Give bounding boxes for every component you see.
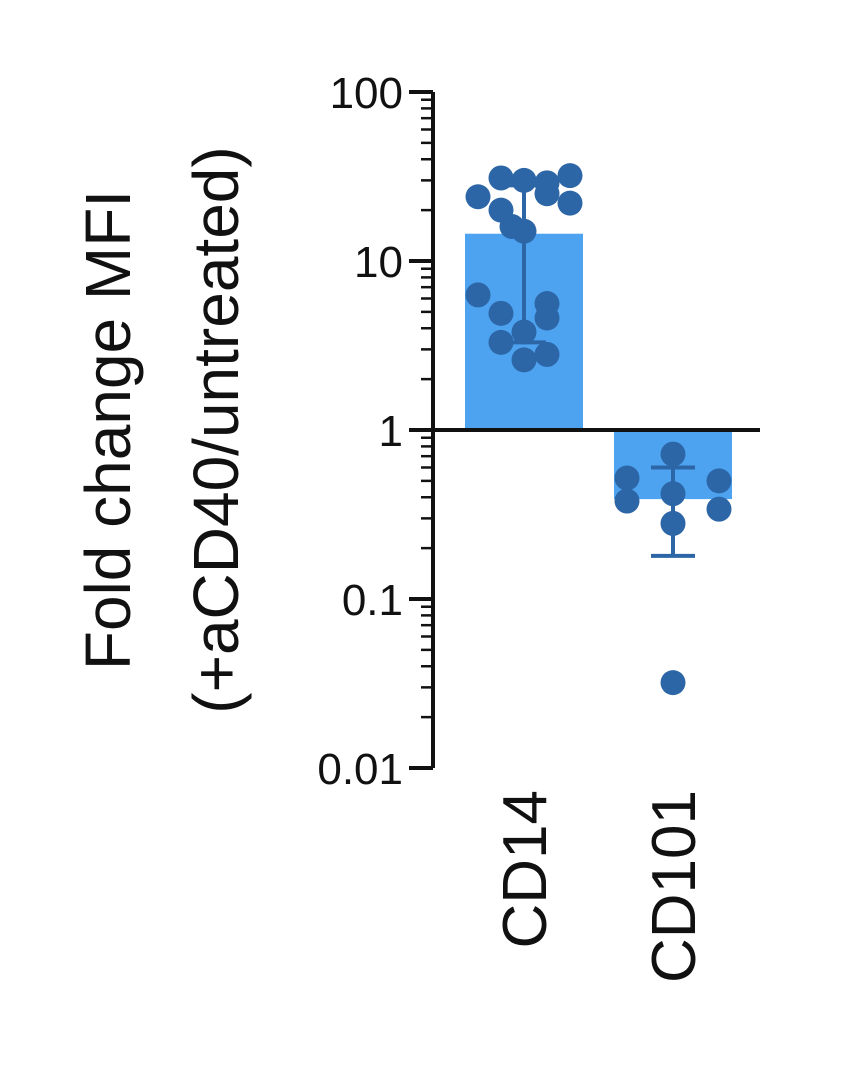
y-axis: 0.01 0.1 1 10 100: [317, 69, 435, 794]
y-axis-title-line: (+aCD40/untreated): [180, 146, 252, 713]
data-point-cd14: [557, 163, 583, 189]
x-axis-tick-labels: CD14 CD101: [491, 790, 709, 983]
data-point-cd14: [511, 218, 537, 244]
data-point-cd101: [660, 670, 686, 696]
data-point-cd101: [706, 468, 732, 494]
data-point-cd14: [488, 197, 514, 223]
bars-layer: [465, 233, 732, 500]
data-point-cd14: [534, 341, 560, 367]
points-layer: [465, 163, 732, 696]
x-tick-label-cd101: CD101: [640, 790, 709, 983]
data-point-cd101: [614, 488, 640, 514]
y-tick-label: 10: [354, 238, 403, 287]
data-point-cd101: [660, 510, 686, 536]
y-tick-label: 0.1: [342, 576, 403, 625]
data-point-cd14: [557, 190, 583, 216]
x-tick-label-cd14: CD14: [491, 790, 560, 949]
data-point-cd14: [511, 167, 537, 193]
y-axis-label: Fold change MFI (+aCD40/untreated): [72, 146, 252, 713]
data-point-cd14: [465, 184, 491, 210]
y-tick-label: 100: [330, 69, 403, 118]
data-point-cd14: [488, 329, 514, 355]
data-point-cd14: [488, 300, 514, 326]
data-point-cd14: [511, 319, 537, 345]
data-point-cd14: [534, 305, 560, 331]
y-tick-label: 1: [379, 407, 403, 456]
data-point-cd101: [660, 441, 686, 467]
data-point-cd14: [488, 165, 514, 191]
y-axis-title-line: Fold change MFI: [72, 190, 144, 670]
data-point-cd101: [706, 496, 732, 522]
data-point-cd101: [660, 481, 686, 507]
data-point-cd14: [465, 282, 491, 308]
data-point-cd101: [614, 465, 640, 491]
data-point-cd14: [534, 181, 560, 207]
y-tick-label: 0.01: [317, 745, 403, 794]
data-point-cd14: [511, 347, 537, 373]
